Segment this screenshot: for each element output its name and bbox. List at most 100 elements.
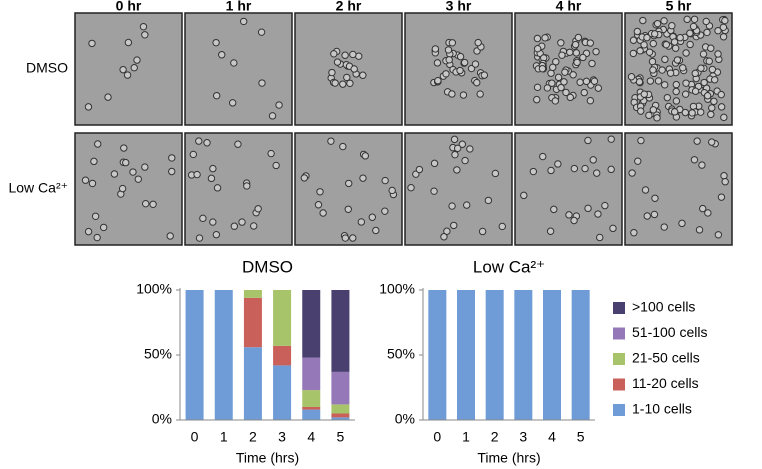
bar-segment <box>273 365 292 420</box>
cell <box>708 65 717 74</box>
cell <box>498 222 506 231</box>
x-tick-label: 1 <box>462 429 470 445</box>
cell <box>646 77 655 85</box>
bar-segment <box>302 290 321 358</box>
cell <box>239 17 248 26</box>
cell <box>607 165 615 174</box>
cell <box>456 66 464 75</box>
row-label: Low Ca²⁺ <box>8 180 68 196</box>
cell <box>330 50 338 58</box>
cell <box>654 77 663 85</box>
cell <box>381 207 389 215</box>
cell <box>562 88 570 97</box>
legend-label: >100 cells <box>632 299 695 315</box>
cell <box>448 90 456 98</box>
legend-swatch <box>613 327 625 340</box>
cell <box>676 34 684 42</box>
cell <box>648 57 657 66</box>
cell <box>670 38 679 46</box>
cell <box>681 108 690 117</box>
cell <box>681 90 690 98</box>
cell <box>558 51 566 59</box>
micrograph <box>624 132 733 246</box>
cell <box>480 71 489 79</box>
cell <box>541 34 549 42</box>
cell <box>682 49 690 57</box>
cell <box>230 222 239 230</box>
cell <box>551 97 560 105</box>
column-label: 4 hr <box>556 0 582 14</box>
cell <box>193 170 201 179</box>
cell <box>141 31 149 39</box>
cell <box>690 156 699 164</box>
cell <box>628 169 636 177</box>
bar-segment <box>514 290 533 420</box>
cell <box>345 179 353 188</box>
cell <box>641 186 650 194</box>
cell <box>566 93 574 102</box>
cell <box>649 106 658 114</box>
bar-segment <box>243 297 262 348</box>
bar-segment <box>485 290 504 420</box>
bar-segment <box>543 290 561 420</box>
cell <box>207 174 216 183</box>
cell <box>582 77 591 86</box>
cell <box>690 15 699 23</box>
cell <box>572 49 581 57</box>
cell <box>440 233 448 241</box>
cell <box>453 166 461 174</box>
y-tick-label: 100% <box>379 281 415 297</box>
bar-segment <box>302 357 321 391</box>
y-tick-label: 50% <box>387 346 415 362</box>
legend-label: 21-50 cells <box>632 350 700 366</box>
cell <box>679 64 687 72</box>
legend-swatch <box>613 302 625 314</box>
cell <box>720 113 728 122</box>
cell <box>478 227 487 236</box>
micrograph <box>294 132 403 246</box>
cell <box>637 107 645 115</box>
cell <box>459 91 468 99</box>
cell <box>699 50 708 58</box>
cell <box>529 167 538 176</box>
cell <box>643 212 651 220</box>
cell <box>257 28 266 36</box>
cell <box>645 111 653 120</box>
cell <box>693 137 701 145</box>
cell <box>343 73 351 82</box>
cell <box>543 84 552 92</box>
cell <box>149 200 157 208</box>
cell <box>203 139 211 147</box>
cell <box>682 79 690 87</box>
cell <box>430 159 439 168</box>
bar-segment <box>331 417 350 420</box>
cell <box>697 108 705 116</box>
cell <box>448 39 457 47</box>
cell <box>673 56 682 64</box>
cell <box>81 176 90 184</box>
cell <box>592 47 600 56</box>
cell <box>212 91 221 100</box>
bar-segment <box>273 345 292 366</box>
y-tick-label: 0% <box>395 411 415 427</box>
cell <box>93 233 101 242</box>
cell <box>671 44 680 52</box>
cell <box>702 17 710 26</box>
cell <box>212 38 220 47</box>
x-tick-label: 4 <box>307 429 315 445</box>
cell <box>707 44 715 52</box>
cell <box>453 144 462 153</box>
cell <box>581 164 589 173</box>
cell <box>118 184 127 193</box>
cell <box>666 69 675 77</box>
bar-segment <box>243 347 262 420</box>
cell <box>672 97 681 105</box>
cell <box>533 34 542 43</box>
cell <box>189 150 198 159</box>
cell <box>372 226 380 235</box>
cell <box>539 152 547 161</box>
cell <box>554 73 563 82</box>
cell <box>717 103 726 111</box>
cell <box>637 136 645 145</box>
cell <box>552 58 560 66</box>
